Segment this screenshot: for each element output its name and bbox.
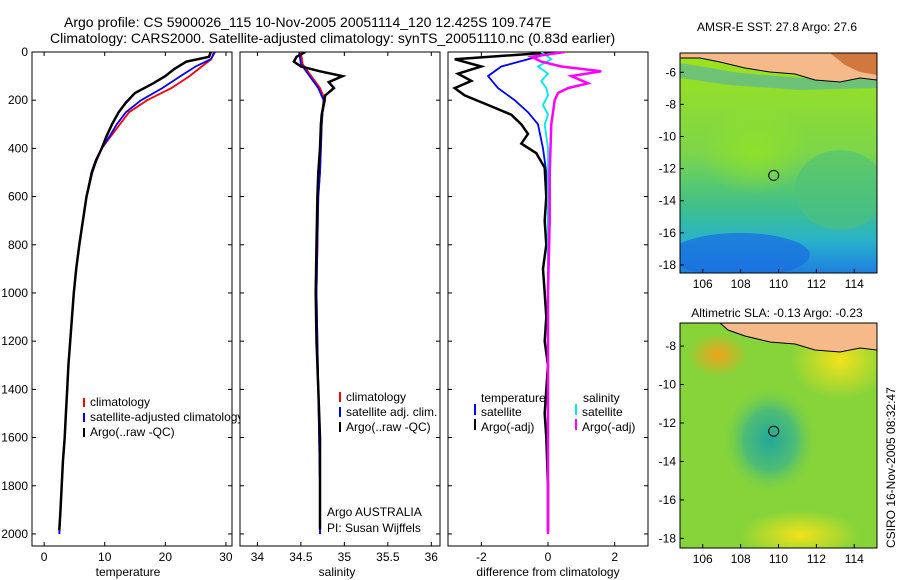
sla-map-title: Altimetric SLA: -0.13 Argo: -0.23	[691, 306, 863, 320]
temp-xtick-label: 0	[41, 550, 48, 564]
sla-lon-tick-label: 110	[769, 552, 788, 566]
diff-xtick-label: 0	[545, 550, 552, 564]
sla-lon-tick-label: 108	[731, 552, 751, 566]
diff-series-line-2	[536, 52, 553, 534]
figure-title-line1: Argo profile: CS 5900026_115 10-Nov-2005…	[64, 14, 551, 30]
sla-orange-patch	[688, 333, 748, 377]
sla-argo-location-marker	[768, 425, 780, 437]
temp-series-line-2	[58, 52, 212, 531]
diff-xtick-label: 2	[611, 550, 618, 564]
legend-argo-label: Argo(..raw -QC)	[90, 425, 175, 439]
depth-tick-label: 0	[21, 45, 28, 59]
sla-lat-tick-label: -12	[659, 416, 677, 430]
diff-series-line-3	[527, 52, 602, 534]
argo-credit: Argo AUSTRALIA	[327, 505, 422, 519]
sst-cool-patch	[795, 150, 877, 230]
temperature-panel: 0 10 20 30 0 200 400 600 800 1000 1200 1400 1600 1800…	[1, 45, 243, 579]
csiro-timestamp: CSIRO 16-Nov-2005 08:32:47	[884, 387, 898, 548]
sst-lon-tick-label: 108	[731, 277, 751, 291]
sal-xtick-label: 35.5	[376, 550, 400, 564]
sla-lat-tick-label: -14	[659, 454, 677, 468]
legend-climatology-label: climatology	[346, 390, 406, 404]
sst-lat-tick-label: -12	[659, 162, 677, 176]
sla-land-java	[719, 323, 877, 353]
figure-title-line2: Climatology: CARS2000. Satellite-adjuste…	[50, 30, 615, 46]
legend-sal-satellite-label: satellite	[582, 405, 623, 419]
legend-sal-argo-label: Argo(-adj)	[582, 420, 635, 434]
sst-lon-tick-label: 106	[693, 277, 713, 291]
sst-map-panel: AMSR-E SST: 27.8 Argo: 27.6 106 108 110 112…	[659, 20, 878, 291]
temp-xtick-label: 20	[159, 550, 173, 564]
sal-xtick-label: 36	[425, 550, 439, 564]
depth-tick-label: 2000	[1, 527, 28, 541]
sst-cold-patch	[680, 233, 810, 273]
sla-map-panel: Altimetric SLA: -0.13 Argo: -0.23 106 108…	[659, 306, 878, 566]
sst-lon-tick-label: 110	[769, 277, 788, 291]
difference-panel: -2 0 2 difference from climatology tempera…	[447, 51, 649, 579]
legend-satellite-label: satellite-adjusted climatology	[90, 410, 243, 424]
depth-tick-label: 1800	[1, 479, 28, 493]
sst-lat-tick-label: -8	[665, 97, 676, 111]
temperature-axes-frame	[31, 51, 233, 547]
depth-tick-label: 1000	[1, 286, 28, 300]
sst-land-hot	[830, 53, 877, 75]
sst-coast-band	[680, 63, 877, 90]
salinity-axis-label: salinity	[319, 565, 356, 579]
sst-lat-tick-label: -14	[659, 194, 677, 208]
sst-lon-tick-label: 112	[807, 277, 826, 291]
sst-lon-tick-label: 114	[845, 277, 864, 291]
depth-tick-label: 600	[8, 190, 28, 204]
temp-xtick-label: 30	[219, 550, 233, 564]
sst-lat-tick-label: -16	[659, 226, 677, 240]
difference-legend: temperature salinity satellite Argo(-adj…	[474, 391, 635, 434]
legend-satellite-label: satellite adj. clim.	[346, 405, 437, 419]
depth-tick-label: 1400	[1, 382, 28, 396]
sst-map-title: AMSR-E SST: 27.8 Argo: 27.6	[697, 20, 857, 34]
legend-temp-argo-label: Argo(-adj)	[481, 420, 534, 434]
depth-tick-label: 1600	[1, 431, 28, 445]
depth-tick-label: 400	[8, 141, 28, 155]
diff-xtick-label: -2	[476, 550, 487, 564]
depth-tick-label: 200	[8, 93, 28, 107]
legend-climatology-label: climatology	[90, 395, 150, 409]
salinity-axes-frame	[239, 51, 441, 547]
sla-lat-tick-label: -16	[659, 493, 677, 507]
salinity-legend: climatology satellite adj. clim. Argo(..…	[339, 390, 437, 434]
sla-lon-tick-label: 106	[693, 552, 713, 566]
sla-lat-tick-label: -18	[659, 531, 677, 545]
legend-argo-label: Argo(..raw -QC)	[346, 420, 431, 434]
sal-series-line-2	[292, 52, 347, 530]
sla-south-yellow	[740, 510, 860, 548]
temperature-legend: climatology satellite-adjusted climatolo…	[83, 395, 243, 439]
sla-lat-tick-label: -8	[665, 339, 676, 353]
sla-lon-tick-label: 114	[845, 552, 864, 566]
sla-lon-tick-label: 112	[807, 552, 826, 566]
sla-cyclonic-eddy	[722, 385, 818, 495]
pi-credit: PI: Susan Wijffels	[327, 521, 421, 535]
sst-argo-location-marker	[768, 169, 780, 181]
temperature-axis-label: temperature	[96, 565, 161, 579]
temp-xtick-label: 10	[98, 550, 112, 564]
sst-lat-tick-label: -6	[665, 65, 676, 79]
sst-land-java	[680, 53, 877, 83]
sla-lat-tick-label: -10	[659, 378, 677, 392]
sst-lat-tick-label: -10	[659, 130, 677, 144]
depth-tick-label: 800	[8, 238, 28, 252]
sal-xtick-label: 35	[338, 550, 352, 564]
sal-xtick-label: 34.5	[289, 550, 313, 564]
depth-tick-label: 1200	[1, 334, 28, 348]
sst-warm-patch	[700, 105, 810, 195]
legend-temp-satellite-label: satellite	[481, 405, 522, 419]
legend-salinity-header: salinity	[583, 391, 620, 405]
salinity-panel: 34 34.5 35 35.5 36 salinity climatology sate…	[239, 51, 441, 579]
difference-axis-label: difference from climatology	[476, 565, 619, 579]
sst-lat-tick-label: -18	[659, 258, 677, 272]
legend-temperature-header: temperature	[481, 391, 546, 405]
sal-xtick-label: 34	[251, 550, 265, 564]
